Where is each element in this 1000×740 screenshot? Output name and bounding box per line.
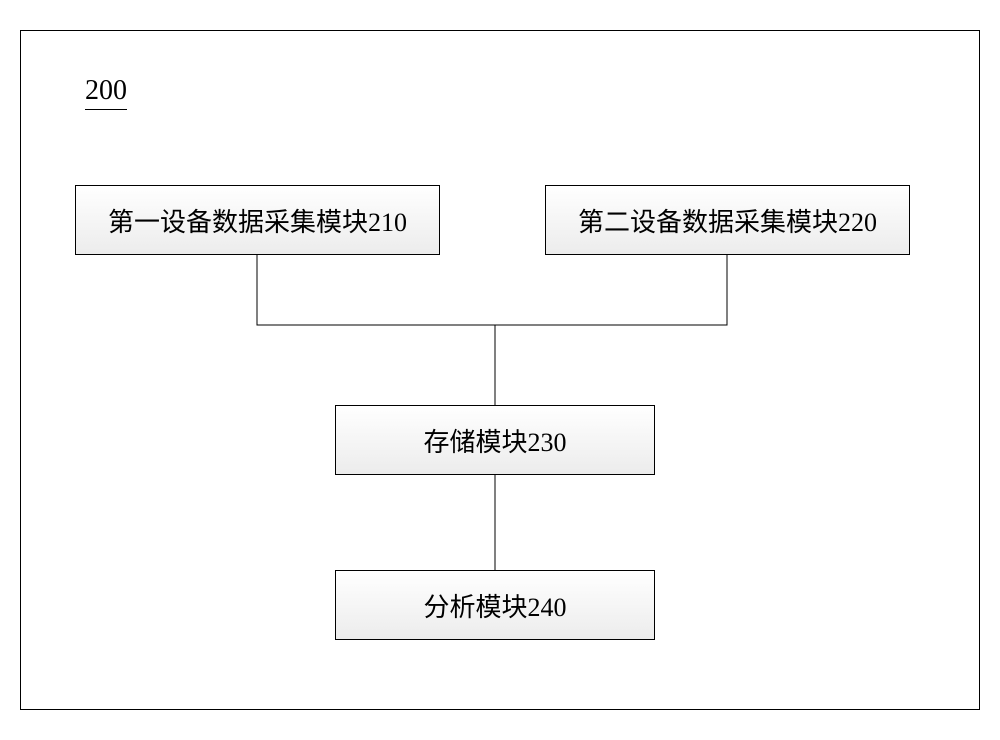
node-n220: 第二设备数据采集模块220 — [545, 185, 910, 255]
node-label: 存储模块230 — [423, 422, 566, 459]
node-label: 第一设备数据采集模块210 — [108, 202, 407, 239]
node-label: 分析模块240 — [423, 587, 566, 624]
node-n210: 第一设备数据采集模块210 — [75, 185, 440, 255]
node-n240: 分析模块240 — [335, 570, 655, 640]
diagram-stage: 200 第一设备数据采集模块210 第二设备数据采集模块220 存储模块230 … — [0, 0, 1000, 740]
node-n230: 存储模块230 — [335, 405, 655, 475]
node-label: 第二设备数据采集模块220 — [578, 202, 877, 239]
